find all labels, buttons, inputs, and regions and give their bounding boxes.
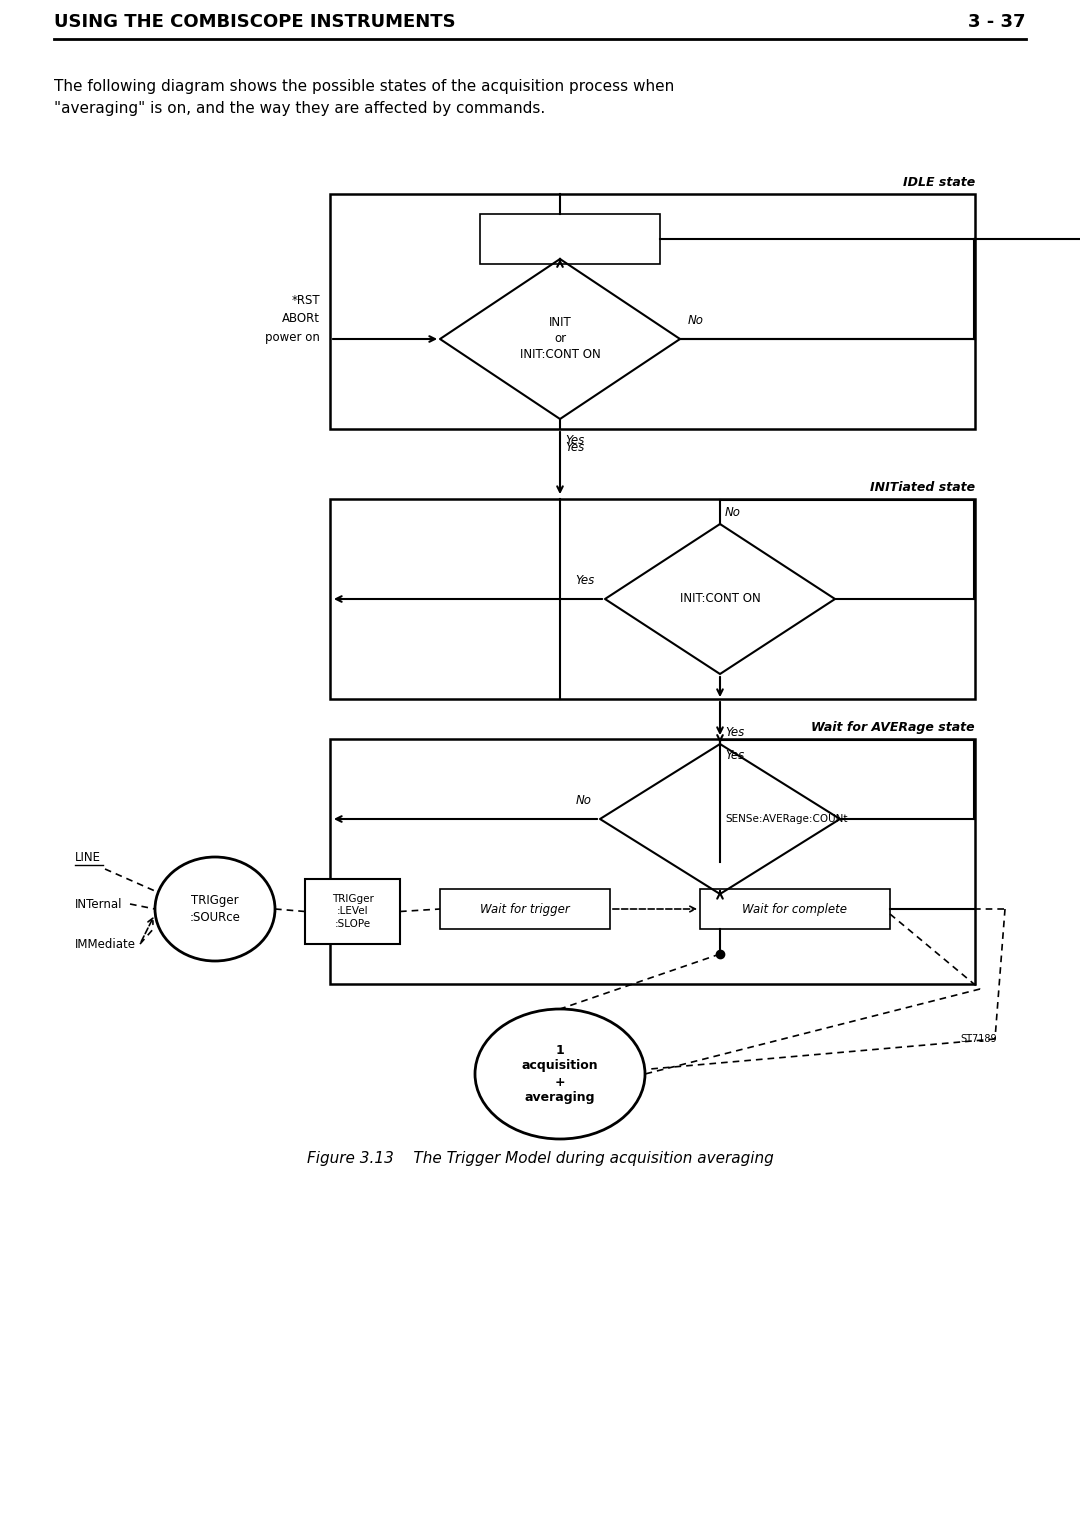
Ellipse shape	[156, 856, 275, 962]
Text: *RST
ABORt
power on: *RST ABORt power on	[265, 295, 320, 344]
Text: TRIGger
:SOURce: TRIGger :SOURce	[190, 894, 241, 924]
Text: USING THE COMBISCOPE INSTRUMENTS: USING THE COMBISCOPE INSTRUMENTS	[54, 14, 456, 31]
Text: ST7189: ST7189	[960, 1034, 997, 1044]
Text: The following diagram shows the possible states of the acquisition process when
: The following diagram shows the possible…	[54, 80, 674, 116]
Text: INTernal: INTernal	[75, 898, 122, 910]
Bar	[330, 194, 975, 430]
Text: No: No	[725, 506, 741, 518]
Text: Yes: Yes	[565, 434, 584, 446]
Bar	[305, 879, 400, 943]
Text: Yes: Yes	[565, 440, 584, 454]
Bar	[330, 498, 975, 699]
Ellipse shape	[475, 1009, 645, 1139]
Bar	[330, 739, 975, 985]
Bar	[440, 888, 610, 930]
Text: No: No	[576, 794, 592, 807]
Text: 1
acquisition
+
averaging: 1 acquisition + averaging	[522, 1043, 598, 1104]
Text: IMMediate: IMMediate	[75, 937, 136, 951]
Text: IDLE state: IDLE state	[903, 176, 975, 190]
Text: INIT
or
INIT:CONT ON: INIT or INIT:CONT ON	[519, 317, 600, 361]
Text: Yes: Yes	[576, 573, 595, 587]
Text: INITiated state: INITiated state	[869, 482, 975, 494]
Text: INIT:CONT ON: INIT:CONT ON	[679, 593, 760, 605]
Text: Wait for trigger: Wait for trigger	[481, 902, 570, 916]
Text: Yes: Yes	[725, 726, 744, 739]
Text: LINE: LINE	[75, 852, 102, 864]
Text: SENSe:AVERage:COUNt: SENSe:AVERage:COUNt	[725, 813, 848, 824]
Text: 3 - 37: 3 - 37	[969, 14, 1026, 31]
Text: No: No	[688, 313, 704, 327]
Text: Wait for AVERage state: Wait for AVERage state	[811, 722, 975, 734]
Bar	[480, 214, 660, 265]
Text: Wait for complete: Wait for complete	[743, 902, 848, 916]
Text: Yes: Yes	[725, 749, 744, 761]
Bar	[700, 888, 890, 930]
Text: Figure 3.13    The Trigger Model during acquisition averaging: Figure 3.13 The Trigger Model during acq…	[307, 1151, 773, 1167]
Text: TRIGger
:LEVel
:SLOPe: TRIGger :LEVel :SLOPe	[332, 894, 374, 930]
